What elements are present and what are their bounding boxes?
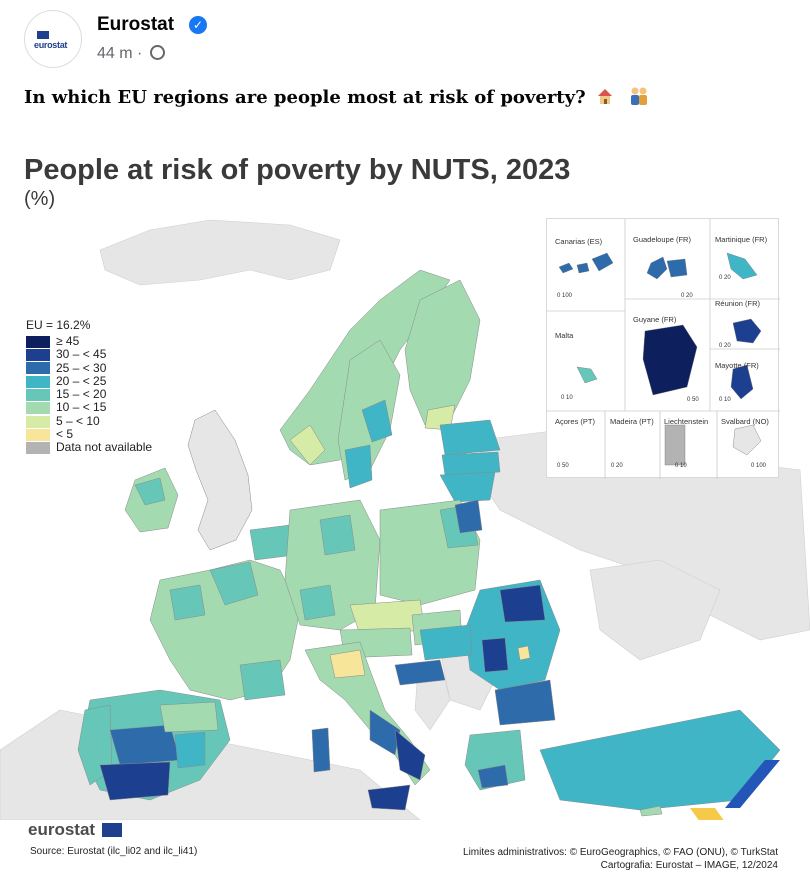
legend-label: Data not available (56, 440, 153, 455)
family-emoji-icon (631, 87, 648, 105)
meta-separator: · (137, 45, 143, 62)
legend-item: Data not available (26, 440, 153, 455)
map-legend: EU = 16.2% ≥ 45 30 – < 45 25 – < 30 20 –… (26, 318, 152, 455)
post-header: eurostat Eurostat ✓ 44 m · (24, 10, 784, 70)
map-card[interactable]: People at risk of poverty by NUTS, 2023 … (0, 140, 810, 890)
scale-mayotte: 0 10 (719, 397, 731, 403)
insets-drawing (547, 219, 780, 479)
inset-label-liechtenstein: Liechtenstein (664, 417, 709, 426)
central-europe (284, 499, 483, 659)
inset-label-malta: Malta (555, 331, 574, 340)
inset-label-martinique: Martinique (FR) (715, 235, 768, 244)
legend-label: 30 – < 45 (56, 347, 107, 362)
inset-label-madeira: Madeira (PT) (610, 417, 654, 426)
eastern-europe (394, 579, 781, 817)
legend-swatch (26, 349, 50, 362)
legend-label: 5 – < 10 (56, 413, 100, 428)
inset-label-reunion: Réunion (FR) (715, 299, 761, 308)
credits-line-1: Limites administrativos: © EuroGeographi… (463, 847, 778, 858)
legend-label: 10 – < 15 (56, 400, 107, 415)
scale-svalbard: 0 100 (751, 463, 767, 469)
legend-swatch (26, 402, 50, 415)
insets-panel: Canarias (ES) Guadeloupe (FR) Martinique… (546, 218, 780, 479)
legend-item: 20 – < 25 (26, 373, 152, 388)
avatar[interactable]: eurostat (24, 10, 82, 68)
eurostat-logo-text: eurostat (28, 820, 96, 839)
post-time[interactable]: 44 m (97, 45, 133, 62)
scale-malta: 0 10 (561, 395, 573, 401)
scale-martinique: 0 20 (719, 275, 731, 281)
legend-item: 25 – < 30 (26, 360, 152, 375)
inset-label-mayotte: Mayotte (FR) (715, 361, 759, 370)
scale-liechtenstein: 0 10 (675, 463, 687, 469)
inset-label-acores: Açores (PT) (555, 417, 596, 426)
map-credits: Limites administrativos: © EuroGeographi… (463, 846, 778, 872)
scale-guadeloupe: 0 20 (681, 293, 693, 299)
post-text: In which EU regions are people most at r… (24, 86, 650, 108)
globe-icon[interactable] (149, 45, 165, 60)
legend-swatch (26, 442, 50, 455)
inset-label-guyane: Guyane (FR) (633, 315, 677, 324)
source-note: Source: Eurostat (ilc_li02 and ilc_li41) (30, 846, 198, 857)
eu-flag-icon (37, 31, 49, 39)
scandinavia (279, 269, 481, 489)
legend-item: 5 – < 10 (26, 413, 152, 428)
legend-swatch (26, 375, 50, 388)
avatar-wordmark: eurostat (34, 40, 68, 50)
scale-canarias: 0 100 (557, 293, 573, 299)
credits-line-2: Cartografia: Eurostat – IMAGE, 12/2024 (600, 860, 778, 871)
post-text-content: In which EU regions are people most at r… (24, 87, 586, 108)
western-europe (149, 524, 301, 701)
legend-label: 15 – < 20 (56, 387, 107, 402)
inset-label-guadeloupe: Guadeloupe (FR) (633, 235, 691, 244)
map-title: People at risk of poverty by NUTS, 2023 (24, 154, 571, 186)
corner-stripes-icon (690, 760, 780, 820)
eu-flag-icon (101, 823, 122, 837)
page-name[interactable]: Eurostat (97, 14, 175, 35)
verified-badge-icon: ✓ (189, 16, 207, 34)
scale-acores: 0 50 (557, 463, 569, 469)
scale-guyane: 0 50 (687, 397, 699, 403)
legend-label: 20 – < 25 (56, 373, 107, 388)
scale-reunion: 0 20 (719, 343, 731, 349)
legend-label: < 5 (56, 427, 74, 442)
iberia (77, 689, 231, 801)
legend-item: < 5 (26, 427, 152, 442)
legend-swatch (26, 415, 50, 428)
legend-swatch (26, 335, 50, 348)
legend-header: EU = 16.2% (26, 318, 91, 332)
legend-item: 30 – < 45 (26, 347, 152, 362)
houses-emoji-icon (597, 89, 612, 104)
legend-swatch (26, 362, 50, 375)
uk-ireland (124, 409, 253, 551)
scale-madeira: 0 20 (611, 463, 623, 469)
legend-item: 10 – < 15 (26, 400, 152, 415)
legend-label: 25 – < 30 (56, 360, 107, 375)
italy (304, 641, 431, 811)
post-meta: 44 m · (97, 45, 165, 63)
legend-swatch (26, 428, 50, 441)
legend-label: ≥ 45 (56, 334, 80, 348)
map-unit: (%) (24, 188, 56, 210)
inset-label-canarias: Canarias (ES) (555, 237, 603, 246)
legend-item: 15 – < 20 (26, 387, 152, 402)
inset-label-svalbard: Svalbard (NO) (721, 417, 769, 426)
eurostat-logo: eurostat (28, 820, 122, 840)
legend-item: ≥ 45 (26, 334, 152, 348)
legend-swatch (26, 389, 50, 402)
europe-map (0, 219, 810, 820)
baltics (439, 419, 501, 503)
